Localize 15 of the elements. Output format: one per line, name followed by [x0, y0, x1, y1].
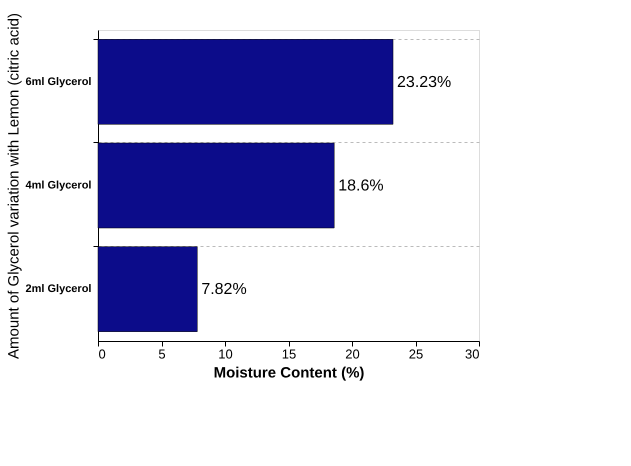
y-tick-label: 2ml Glycerol: [25, 283, 92, 296]
y-tick-label: 6ml Glycerol: [25, 76, 92, 88]
x-tick-label: 0: [98, 346, 106, 362]
data-label: 7.82%: [201, 281, 247, 298]
y-axis-title: Amount of Glycerol variation with Lemon (citric acid): [5, 13, 22, 359]
x-tick-label: 5: [158, 346, 166, 362]
data-label: 23.23%: [397, 74, 452, 91]
x-tick-label: 15: [282, 346, 296, 362]
data-label: 18.6%: [338, 178, 384, 194]
x-axis-title: Moisture Content (%): [214, 364, 364, 382]
x-tick-label: 20: [345, 346, 360, 362]
x-tick-label: 25: [408, 346, 424, 362]
x-tick-label: 10: [218, 346, 233, 362]
y-tick-label: 4ml Glycerol: [25, 180, 92, 192]
x-tick-label: 30: [465, 346, 480, 362]
